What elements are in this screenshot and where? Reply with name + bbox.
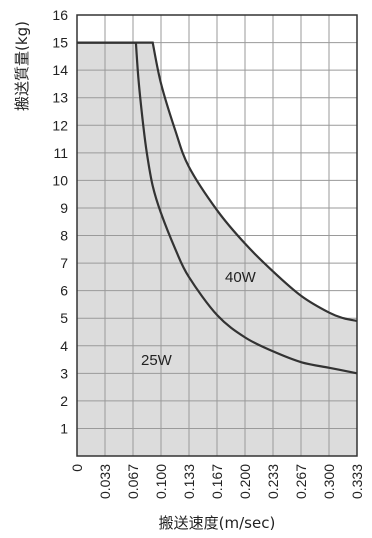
y-tick-label: 12 [52, 117, 68, 133]
x-tick-label: 0.033 [97, 464, 113, 499]
series-labels: 40W 25W [141, 269, 257, 369]
y-tick-label: 4 [60, 338, 68, 354]
x-tick-label: 0.067 [125, 464, 141, 499]
y-tick-label: 9 [60, 200, 68, 216]
y-tick-label: 8 [60, 228, 68, 244]
x-tick-label: 0.333 [349, 464, 365, 499]
x-tick-label: 0 [69, 464, 85, 472]
y-tick-label: 2 [60, 393, 68, 409]
x-tick-label: 0.167 [209, 464, 225, 499]
x-tick-label: 0.200 [237, 464, 253, 499]
x-axis-ticks: 0 0.033 0.067 0.100 0.133 0.167 0.200 0.233 0.26… [69, 464, 365, 499]
x-tick-label: 0.267 [293, 464, 309, 499]
y-tick-label: 14 [52, 62, 68, 78]
y-tick-label: 11 [53, 145, 68, 161]
y-tick-label: 7 [60, 255, 68, 271]
series-line-40W [77, 41, 358, 322]
y-tick-label: 16 [52, 7, 68, 23]
y-tick-label: 13 [52, 90, 68, 106]
y-tick-label: 15 [52, 35, 68, 51]
x-tick-label: 0.233 [265, 464, 281, 499]
y-tick-label: 5 [60, 310, 68, 326]
y-tick-label: 10 [52, 172, 68, 188]
y-tick-label: 3 [60, 365, 68, 381]
x-axis-title: 搬送速度(m/sec) [159, 514, 276, 532]
x-tick-label: 0.133 [181, 464, 197, 499]
x-tick-label: 0.300 [321, 464, 337, 499]
series-label-40W: 40W [225, 269, 257, 286]
series-line-25W [77, 41, 358, 375]
x-tick-label: 0.100 [153, 464, 169, 499]
y-tick-label: 1 [60, 420, 68, 436]
y-axis-title: 搬送質量(kg) [13, 21, 31, 111]
plot-frame [76, 14, 358, 457]
series-label-25W: 25W [141, 352, 173, 369]
plot-border [76, 14, 358, 457]
series-lines [77, 41, 358, 375]
y-tick-label: 6 [60, 283, 68, 299]
